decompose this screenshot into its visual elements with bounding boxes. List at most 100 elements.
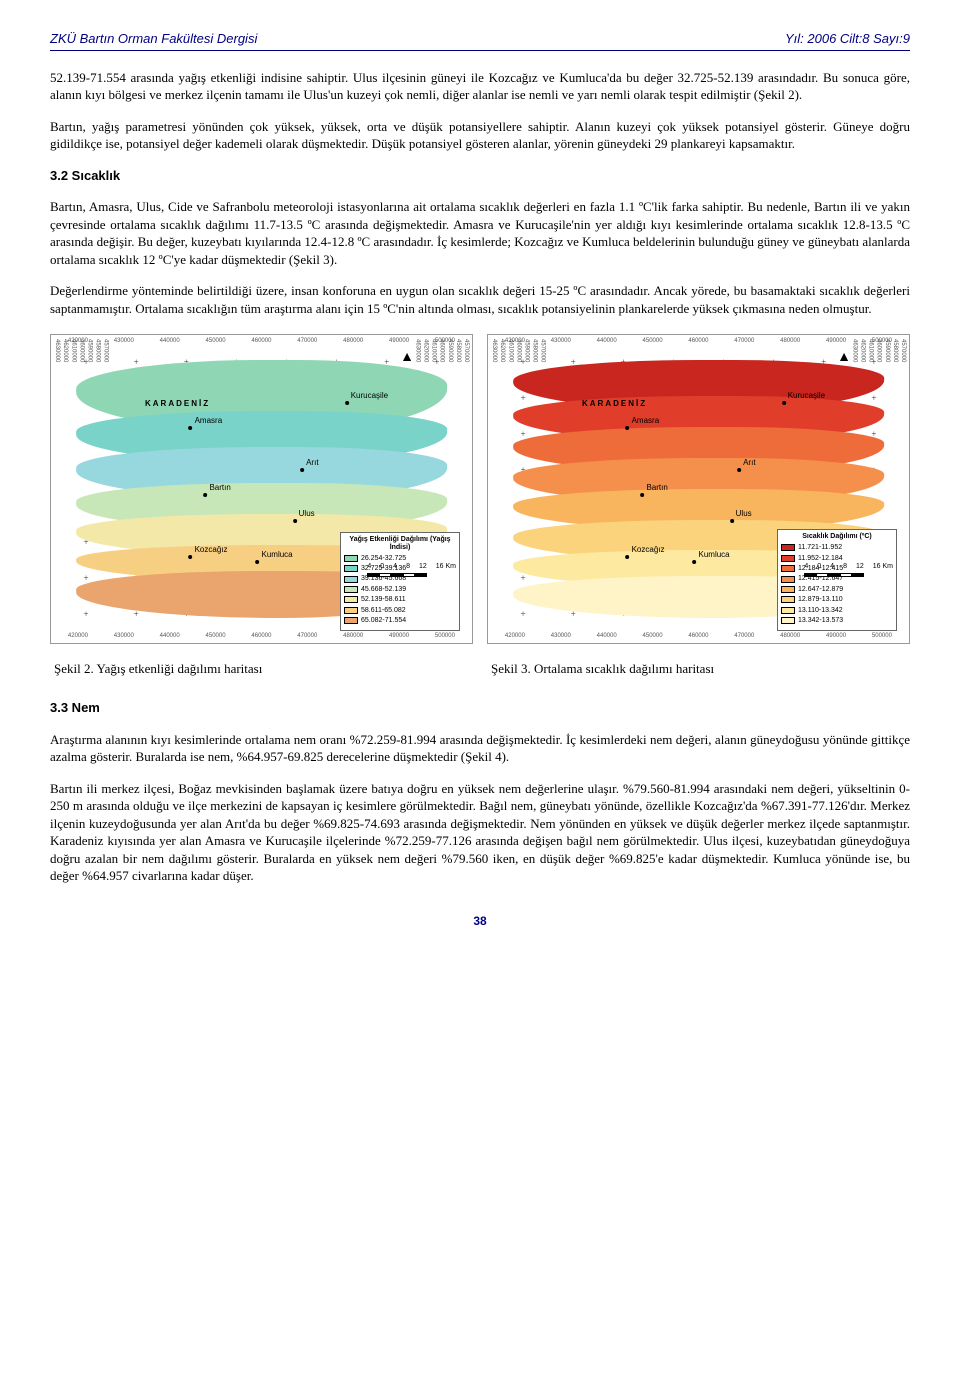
map-1-legend-title: Yağış Etkenliği Dağılımı (Yağış İndisi): [344, 536, 456, 551]
legend-label: 52.139-58.611: [361, 595, 406, 604]
legend-swatch-icon: [781, 555, 795, 562]
axis-tick: 470000: [734, 632, 754, 640]
axis-tick: 4570000: [899, 339, 907, 639]
axis-tick: 4620000: [61, 339, 69, 639]
map-2-caption: Şekil 3. Ortalama sıcaklık dağılımı hari…: [487, 652, 910, 678]
axis-tick: 4630000: [490, 339, 498, 639]
caption-row: Şekil 2. Yağış etkenliği dağılımı harita…: [50, 652, 910, 678]
city-label: Ulus: [736, 509, 752, 520]
legend-label: 58.611-65.082: [361, 606, 406, 615]
city-label: Kurucaşile: [351, 391, 388, 402]
section-3-3-title: 3.3 Nem: [50, 699, 910, 717]
map-2-body: 4200004300004400004500004600004700004800…: [492, 339, 905, 639]
axis-tick: 450000: [206, 337, 226, 345]
axis-tick: 430000: [551, 632, 571, 640]
scalebar-segment: [367, 573, 379, 577]
city-label: Arıt: [306, 458, 318, 469]
legend-swatch-icon: [344, 607, 358, 614]
scalebar-tick: 4: [804, 562, 808, 571]
legend-swatch-icon: [344, 586, 358, 593]
axis-tick: 480000: [780, 632, 800, 640]
paragraph-5: Araştırma alanının kıyı kesimlerinde ort…: [50, 731, 910, 766]
city-label: Kumluca: [262, 550, 293, 561]
city-dot-icon: [626, 555, 630, 559]
legend-label: 45.668-52.139: [361, 585, 406, 594]
scalebar-tick: 4: [830, 562, 834, 571]
legend-swatch-icon: [344, 576, 358, 583]
paragraph-4: Değerlendirme yönteminde belirtildiği üz…: [50, 282, 910, 317]
axis-tick: 450000: [206, 632, 226, 640]
axis-tick: 460000: [688, 337, 708, 345]
axis-tick: 460000: [688, 632, 708, 640]
axis-tick: 440000: [597, 632, 617, 640]
city-dot-icon: [293, 519, 297, 523]
scalebar-tick: 12: [856, 562, 864, 571]
axis-tick: 470000: [297, 632, 317, 640]
legend-row: 45.668-52.139: [344, 585, 456, 594]
maps-row: 4200004300004400004500004600004700004800…: [50, 334, 910, 644]
legend-swatch-icon: [344, 555, 358, 562]
axis-tick: 470000: [297, 337, 317, 345]
journal-title: ZKÜ Bartın Orman Fakültesi Dergisi: [50, 30, 257, 48]
scalebar-segment: [391, 573, 403, 577]
axis-tick: 430000: [114, 632, 134, 640]
map-1-scalebar: 40481216 Km: [367, 562, 456, 576]
axis-tick: 440000: [597, 337, 617, 345]
axis-tick: 4630000: [53, 339, 61, 639]
city-label: Kumluca: [699, 550, 730, 561]
scalebar-tick: 16 Km: [873, 562, 893, 571]
map-2-scalebar-ticks: 40481216 Km: [804, 562, 893, 571]
legend-row: 12.647-12.879: [781, 585, 893, 594]
paragraph-6: Bartın ili merkez ilçesi, Boğaz mevkisin…: [50, 780, 910, 885]
legend-row: 12.879-13.110: [781, 595, 893, 604]
scalebar-segment: [816, 573, 828, 577]
city-label: Bartın: [646, 483, 667, 494]
axis-tick: 480000: [343, 632, 363, 640]
legend-label: 13.110-13.342: [798, 606, 843, 615]
section-3-2-title: 3.2 Sıcaklık: [50, 167, 910, 185]
legend-swatch-icon: [781, 596, 795, 603]
legend-swatch-icon: [344, 565, 358, 572]
scalebar-tick: 0: [380, 562, 384, 571]
map-2-scalebar-bar: [804, 573, 864, 577]
city-label: Ulus: [299, 509, 315, 520]
legend-swatch-icon: [344, 617, 358, 624]
legend-row: 13.342-13.573: [781, 616, 893, 625]
city-dot-icon: [203, 493, 207, 497]
axis-tick: 440000: [160, 337, 180, 345]
legend-swatch-icon: [781, 617, 795, 624]
scalebar-segment: [804, 573, 816, 577]
city-dot-icon: [693, 560, 697, 564]
city-label: Kozcağız: [195, 545, 228, 556]
map-2-legend-rows: 11.721-11.95211.952-12.18412.184-12.4151…: [781, 543, 893, 626]
legend-label: 11.721-11.952: [798, 543, 842, 552]
city-dot-icon: [626, 426, 630, 430]
axis-tick: 450000: [643, 632, 663, 640]
sea-label: KARADENİZ: [145, 399, 210, 410]
map-1-card: 4200004300004400004500004600004700004800…: [50, 334, 473, 644]
city-label: Amasra: [632, 416, 660, 427]
city-dot-icon: [189, 426, 193, 430]
page-number: 38: [50, 913, 910, 929]
axis-tick: 490000: [826, 337, 846, 345]
legend-label: 13.342-13.573: [798, 616, 843, 625]
legend-swatch-icon: [781, 607, 795, 614]
city-dot-icon: [640, 493, 644, 497]
scalebar-segment: [403, 573, 415, 577]
axis-tick: 4620000: [498, 339, 506, 639]
scalebar-tick: 0: [817, 562, 821, 571]
legend-row: 58.611-65.082: [344, 606, 456, 615]
scalebar-segment: [840, 573, 852, 577]
issue-info: Yıl: 2006 Cilt:8 Sayı:9: [785, 30, 910, 48]
axis-tick: 430000: [114, 337, 134, 345]
scalebar-tick: 8: [406, 562, 410, 571]
legend-row: 13.110-13.342: [781, 606, 893, 615]
city-label: Bartın: [209, 483, 230, 494]
city-dot-icon: [189, 555, 193, 559]
axis-tick: 490000: [826, 632, 846, 640]
axis-tick: 490000: [389, 337, 409, 345]
map-2-axis-top: 4200004300004400004500004600004700004800…: [492, 337, 905, 345]
sea-label: KARADENİZ: [582, 399, 647, 410]
scalebar-segment: [415, 573, 427, 577]
map-2-axis-bot: 4200004300004400004500004600004700004800…: [492, 632, 905, 640]
